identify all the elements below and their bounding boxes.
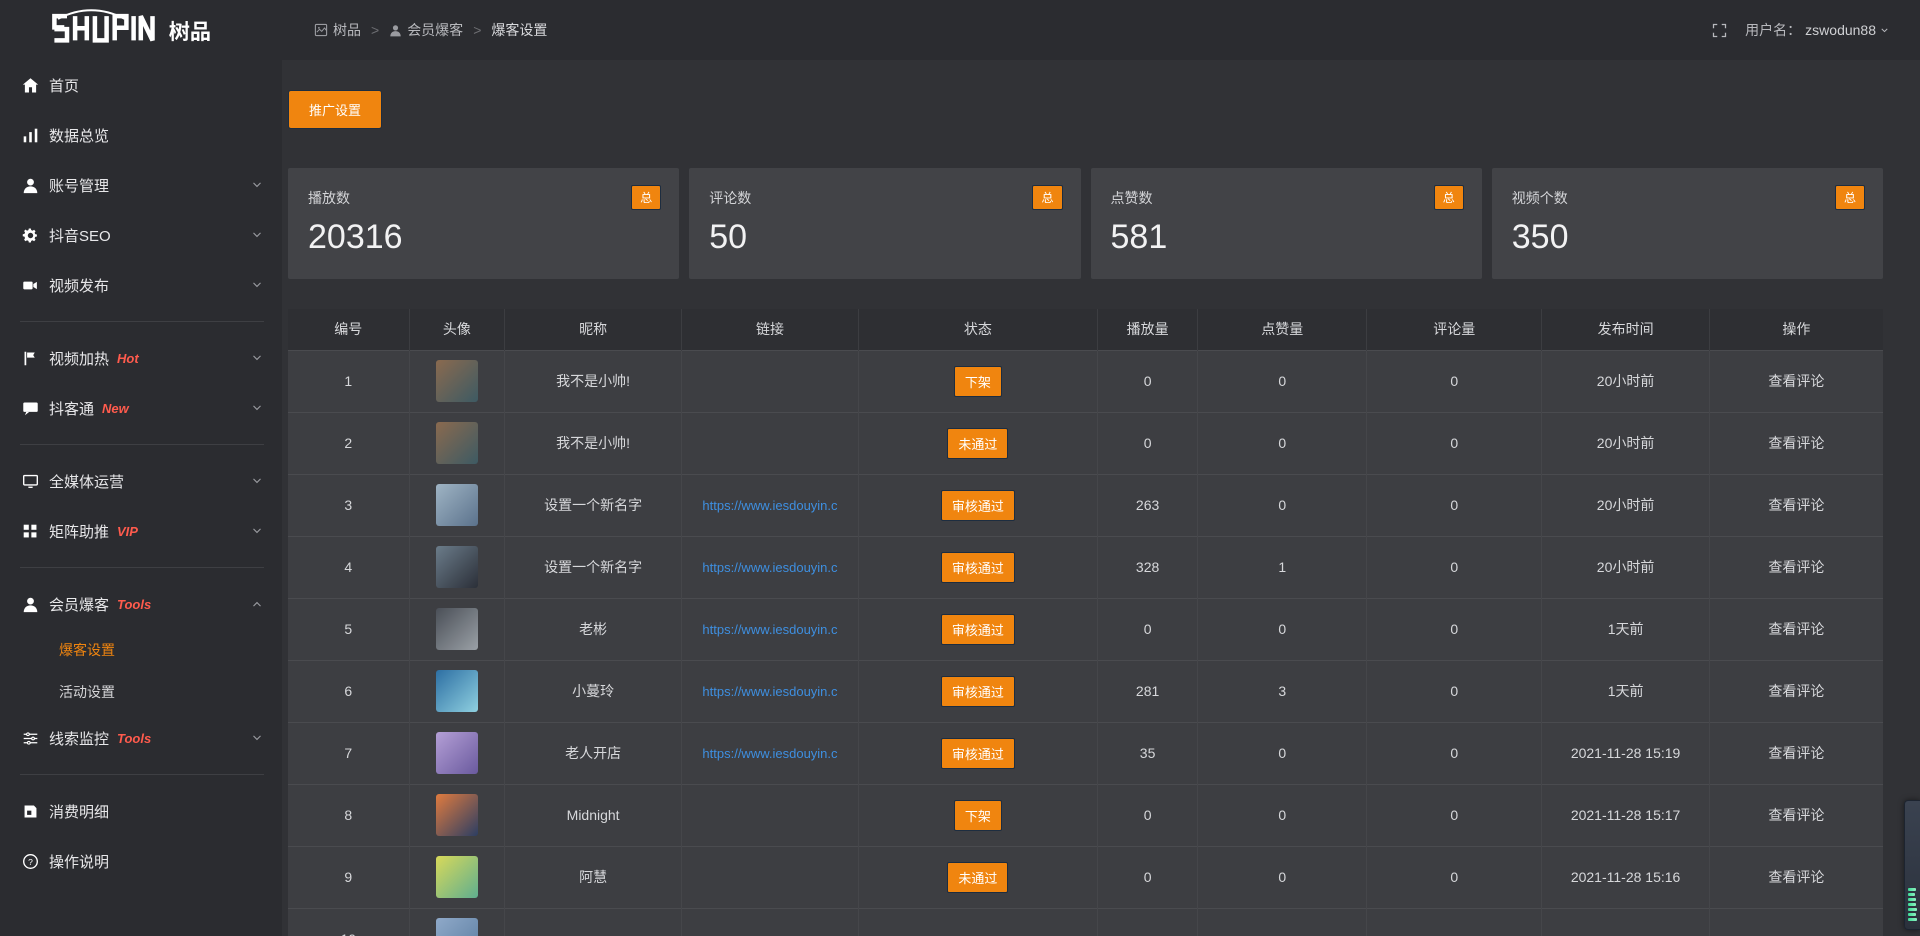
svg-text:树品: 树品 [169, 15, 211, 46]
svg-text:?: ? [28, 856, 33, 866]
